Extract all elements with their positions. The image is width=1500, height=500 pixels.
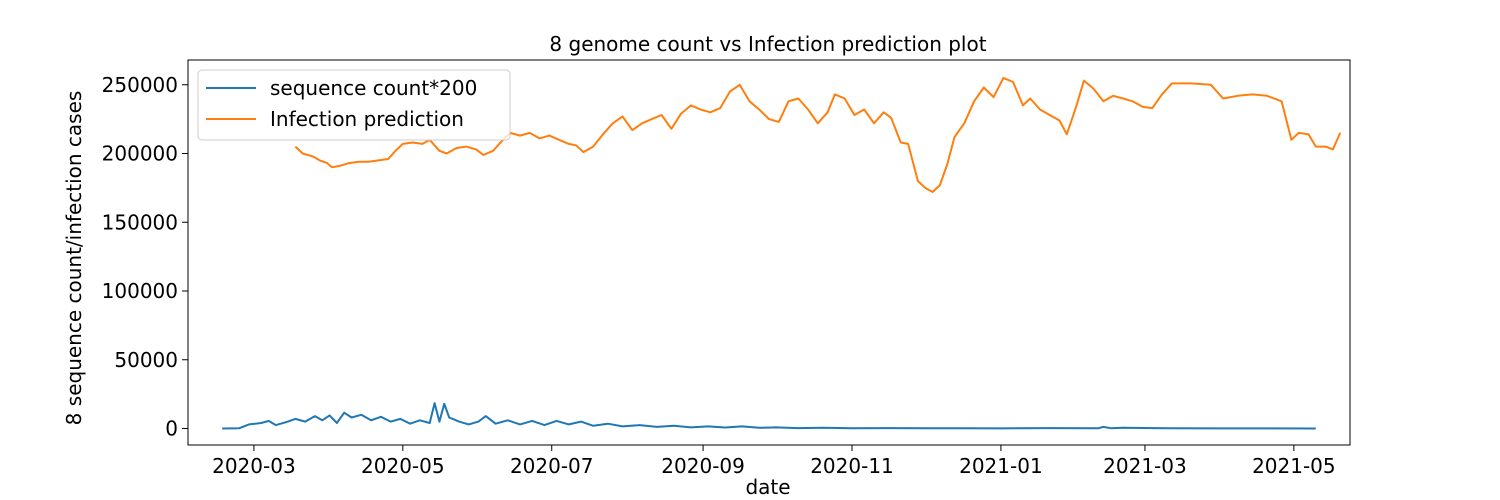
- series-line-sequence-count: [222, 402, 1316, 430]
- x-tick-label: 2021-05: [1252, 454, 1336, 478]
- y-tick-label: 150000: [102, 210, 178, 234]
- y-tick-label: 200000: [102, 142, 178, 166]
- legend-box: [197, 69, 511, 141]
- y-tick-label: 250000: [102, 73, 178, 97]
- x-axis-label: date: [745, 475, 790, 499]
- y-tick-label: 100000: [102, 279, 178, 303]
- y-axis-label: 8 sequence count/infection cases: [62, 91, 86, 426]
- y-tick-label: 0: [165, 417, 178, 441]
- plot-frame: [187, 59, 1351, 446]
- legend: sequence count*200 Infection prediction: [197, 69, 511, 141]
- series-line-infection-prediction: [294, 76, 1342, 193]
- x-tick-label: 2021-01: [959, 454, 1043, 478]
- legend-label-sequence: sequence count*200: [270, 76, 477, 100]
- x-axis: 2020-03 2020-05 2020-07 2020-09 2020-11 2021-…: [212, 445, 1336, 478]
- y-axis: 0 50000 100000 150000 200000 250000: [102, 73, 188, 441]
- x-tick-label: 2020-09: [661, 454, 745, 478]
- series-layer: [222, 76, 1342, 430]
- chart-title: 8 genome count vs Infection prediction p…: [549, 32, 986, 56]
- x-tick-label: 2020-11: [810, 454, 894, 478]
- x-tick-label: 2021-03: [1103, 454, 1187, 478]
- legend-label-prediction: Infection prediction: [270, 107, 464, 131]
- x-tick-label: 2020-03: [212, 454, 296, 478]
- y-tick-label: 50000: [114, 348, 178, 372]
- x-tick-label: 2020-05: [361, 454, 445, 478]
- x-tick-label: 2020-07: [510, 454, 594, 478]
